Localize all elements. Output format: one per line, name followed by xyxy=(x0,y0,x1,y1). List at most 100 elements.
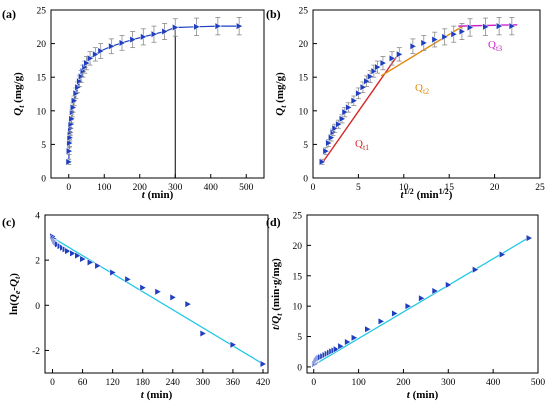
data-point xyxy=(351,333,359,342)
data-point xyxy=(140,33,148,41)
data-point xyxy=(69,249,77,258)
y-tick-label: 4 xyxy=(35,212,40,222)
y-tick-label: 25 xyxy=(293,212,303,222)
data-point xyxy=(108,42,116,51)
fit-line xyxy=(313,236,530,366)
data-point xyxy=(118,39,126,47)
x-axis-title: t (min) xyxy=(407,389,439,401)
data-point xyxy=(374,63,382,71)
data-point xyxy=(525,234,533,242)
data-point xyxy=(79,255,87,263)
y-tick-label: 5 xyxy=(297,333,302,343)
y-tick-label: 5 xyxy=(41,141,46,151)
data-point xyxy=(482,22,490,31)
x-tick-label: 200 xyxy=(133,183,148,193)
data-point xyxy=(345,103,353,112)
data-point xyxy=(499,250,507,259)
data-point xyxy=(341,108,349,116)
data-point xyxy=(65,158,73,166)
x-tick-label: 0 xyxy=(50,378,55,388)
data-point xyxy=(445,281,453,289)
y-tick-label: 0 xyxy=(41,175,46,185)
y-tick-label: 15 xyxy=(37,74,47,84)
data-point xyxy=(458,27,466,36)
data-point xyxy=(431,35,439,44)
data-point xyxy=(404,302,412,310)
data-point xyxy=(350,96,358,105)
x-tick-label: 240 xyxy=(166,378,181,388)
data-point xyxy=(496,22,504,30)
data-point xyxy=(391,309,399,318)
data-point xyxy=(109,268,117,277)
x-tick-label: 0 xyxy=(311,183,316,193)
data-point xyxy=(129,35,137,44)
data-point xyxy=(83,59,91,67)
panel-d: (d) 0 100 200 300 400 500 0 5 10 15 20 25 t (min) t/Qt… xyxy=(266,212,545,402)
data-point xyxy=(74,251,82,260)
data-point xyxy=(124,275,132,284)
x-tick-label: 120 xyxy=(106,378,121,388)
y-tick-label: 0 xyxy=(303,175,308,185)
data-point xyxy=(97,47,105,55)
x-tick-label: 200 xyxy=(396,378,411,388)
data-point xyxy=(322,147,330,155)
data-point xyxy=(337,342,345,351)
data-point xyxy=(418,294,426,303)
x-tick-label: 400 xyxy=(204,183,219,193)
x-tick-label: 20 xyxy=(490,183,500,193)
data-point xyxy=(161,27,169,36)
y-tick-label: 0 xyxy=(35,302,40,312)
x-tick-label: 300 xyxy=(196,378,211,388)
data-point xyxy=(172,23,180,32)
x-tick-label: 15 xyxy=(444,183,454,193)
x-axis-title: t (min) xyxy=(142,189,174,201)
x-tick-label: 400 xyxy=(486,378,501,388)
data-point xyxy=(364,325,372,334)
data-point xyxy=(467,23,475,32)
x-tick-label: 0 xyxy=(66,183,71,193)
data-point xyxy=(72,89,80,98)
fit-label-t3: Qt3 xyxy=(488,39,502,53)
plot-frame xyxy=(312,9,541,179)
y-tick-label: 2 xyxy=(35,257,40,267)
data-point xyxy=(441,33,449,41)
data-point xyxy=(92,50,100,59)
data-point xyxy=(472,265,480,274)
data-point xyxy=(236,22,244,30)
data-point xyxy=(259,360,267,368)
plot-frame xyxy=(44,214,269,374)
data-point xyxy=(450,30,458,39)
panel-b: (b) 0 5 10 15 20 25 0 5 10 15 20 25 t1/2 (min1/2) Qt (… xyxy=(266,7,545,202)
x-tick-label: 10 xyxy=(399,183,409,193)
x-tick-label: 100 xyxy=(351,378,366,388)
data-point xyxy=(214,22,222,30)
data-point xyxy=(150,30,158,39)
x-tick-label: 5 xyxy=(356,183,361,193)
y-tick-label: 0 xyxy=(297,363,302,373)
data-point xyxy=(420,39,428,47)
y-tick-label: 5 xyxy=(303,141,308,151)
data-point xyxy=(396,50,404,59)
y-axis-title: t/Qt (min·g/mg) xyxy=(270,258,284,330)
panel-label: (c) xyxy=(2,215,15,229)
data-point xyxy=(379,59,387,67)
data-point xyxy=(363,77,371,86)
fit-label-t2: Qt2 xyxy=(415,82,429,96)
x-tick-label: 500 xyxy=(531,378,546,388)
panel-label: (a) xyxy=(2,7,16,21)
data-point xyxy=(184,300,192,308)
x-tick-label: 500 xyxy=(239,183,254,193)
data-point xyxy=(199,329,207,338)
y-tick-label: 25 xyxy=(37,7,47,17)
x-tick-label: 0 xyxy=(311,378,316,388)
data-point xyxy=(87,54,94,63)
data-point xyxy=(87,258,95,267)
data-point xyxy=(154,287,162,296)
data-point xyxy=(335,120,343,129)
x-tick-label: 300 xyxy=(441,378,456,388)
data-point xyxy=(64,247,72,255)
data-point xyxy=(66,147,74,155)
y-tick-label: 25 xyxy=(299,7,309,17)
data-point xyxy=(139,283,147,292)
